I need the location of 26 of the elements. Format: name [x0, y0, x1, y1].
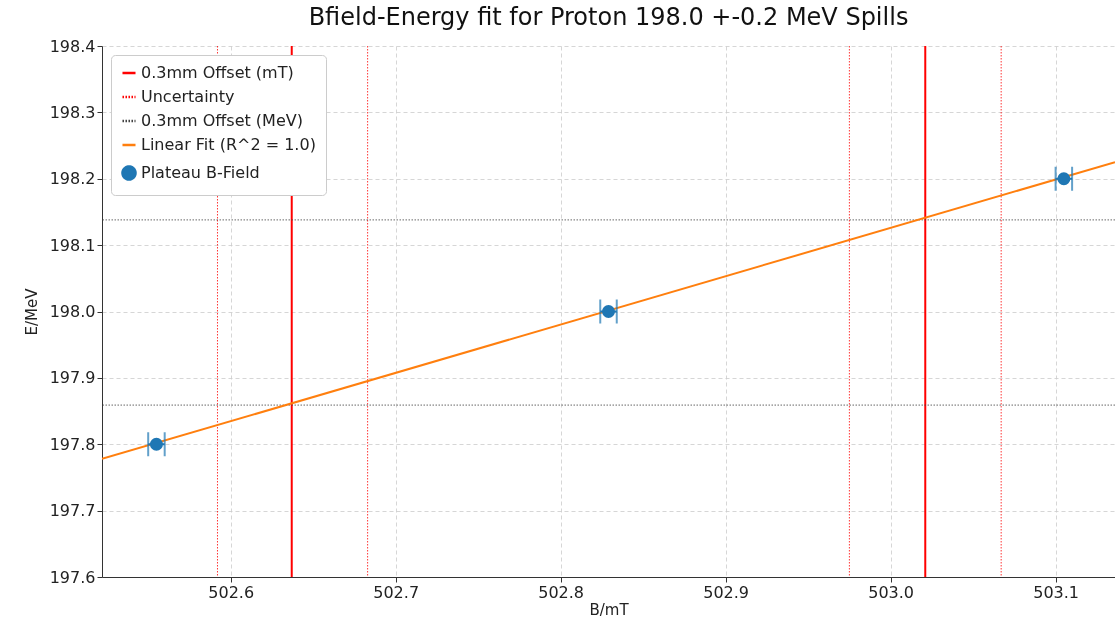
x-axis-title: B/mT: [589, 600, 630, 619]
x-tick-label: 503.1: [1033, 582, 1080, 602]
y-tick-label: 198.3: [49, 102, 96, 122]
x-tick-label: 502.6: [208, 582, 255, 602]
point: [1057, 172, 1071, 186]
y-tick-label: 197.7: [49, 501, 96, 521]
ref-line-label: 0.3mm Offset (mT): [141, 63, 294, 82]
y-tick-label: 198.2: [49, 169, 96, 189]
x-tick-label: 502.7: [373, 582, 420, 602]
x-tick-label: 503.0: [868, 582, 915, 602]
point: [601, 304, 616, 319]
legend-label: Plateau B-Field: [141, 163, 260, 182]
point: [149, 437, 163, 451]
y-axis-title: E/MeV: [22, 287, 41, 336]
y-tick-label: 198.0: [49, 302, 96, 321]
x-tick-label: 502.8: [538, 582, 585, 602]
y-tick-label: 197.8: [49, 434, 96, 454]
ref-line-label: Uncertainty: [141, 87, 235, 106]
y-tick-label: 197.6: [49, 567, 96, 587]
y-tick-label: 198.4: [49, 36, 96, 56]
y-tick-label: 198.1: [49, 235, 96, 255]
chart-title: Bfield-Energy fit for Proton 198.0 +-0.2 MeV Spills: [308, 3, 909, 31]
legend-label: Linear Fit (R^2 = 1.0): [141, 135, 316, 154]
x-tick-label: 502.9: [703, 582, 750, 602]
y-tick-label: 197.9: [49, 368, 96, 388]
legend-label: 0.3mm Offset (MeV): [141, 111, 303, 130]
